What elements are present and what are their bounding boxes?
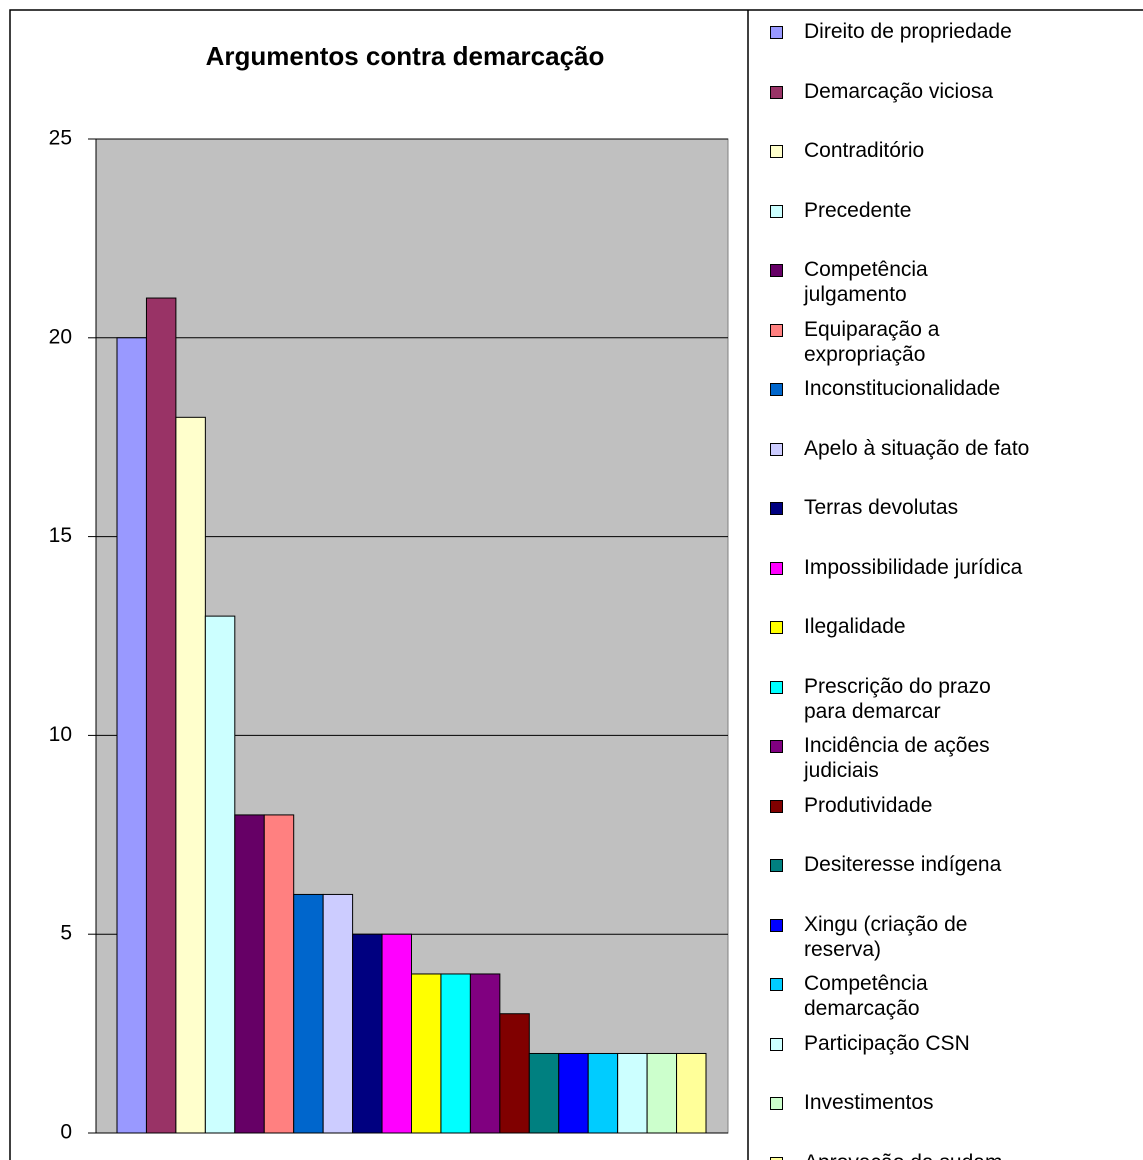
bar: [499, 1013, 530, 1134]
legend-swatch: [770, 561, 783, 575]
bar: [558, 1052, 589, 1134]
legend-label: Precedente: [804, 198, 912, 222]
y-tick-label: 5: [60, 922, 72, 945]
legend-swatch: [770, 918, 783, 932]
bar: [204, 615, 236, 1134]
legend-label: Apelo à situação de fato: [804, 436, 1030, 460]
bar: [587, 1052, 619, 1134]
legend-swatch: [770, 978, 783, 991]
legend-swatch: [770, 383, 783, 396]
legend-label: Xingu (criação de reserva): [804, 912, 968, 961]
legend-swatch: [770, 442, 783, 456]
legend-swatch: [770, 740, 783, 753]
legend-label: Impossibilidade jurídica: [804, 555, 1023, 579]
bar: [352, 933, 383, 1134]
y-tick-label: 0: [60, 1121, 72, 1144]
legend-label: Demarcação viciosa: [804, 79, 994, 103]
legend-swatch: [770, 1037, 783, 1051]
y-tick-label: 10: [49, 723, 72, 746]
legend-swatch: [770, 204, 783, 218]
bar: [440, 973, 471, 1134]
legend-swatch: [770, 1097, 783, 1110]
bar: [617, 1052, 648, 1134]
legend-label: Incidência de ações judiciais: [804, 734, 990, 782]
legend-label: Aprovação da sudam: [804, 1150, 1143, 1160]
legend-label: Produtividade: [804, 793, 933, 817]
bar: [676, 1052, 707, 1134]
legend-swatch: [770, 502, 783, 515]
legend-label: Prescrição do prazo para demarcar: [804, 674, 991, 723]
legend-swatch: [770, 264, 783, 277]
bar: [116, 337, 147, 1134]
legend-label: Investimentos: [804, 1091, 934, 1114]
bar: [528, 1052, 560, 1134]
legend-swatch: [770, 680, 783, 694]
legend-label: Competência julgamento: [804, 258, 928, 306]
bar: [175, 416, 206, 1134]
legend-swatch: [770, 26, 783, 39]
legend-label: Ilegalidade: [804, 615, 906, 638]
bar: [234, 814, 265, 1134]
legend-swatch: [770, 323, 783, 337]
legend-swatch: [770, 85, 783, 99]
legend-label: Competência demarcação: [804, 972, 928, 1020]
legend-label: Contraditório: [804, 139, 925, 162]
legend-label: Inconstitucionalidade: [804, 377, 1001, 400]
bar: [381, 933, 412, 1134]
y-tick-label: 15: [49, 524, 72, 547]
legend-label: Equiparação a expropriação: [804, 317, 940, 366]
bar: [411, 973, 442, 1134]
bar: [145, 297, 177, 1134]
bar: [322, 893, 354, 1134]
legend-label: Participação CSN: [804, 1031, 970, 1055]
bar: [293, 893, 324, 1134]
chart-title: Argumentos contra demarcação: [206, 41, 605, 71]
y-tick-label: 25: [49, 127, 72, 150]
legend-swatch: [770, 1156, 783, 1160]
legend-label: Desiteresse indígena: [804, 853, 1002, 876]
bar: [469, 973, 501, 1134]
legend-swatch: [770, 621, 783, 634]
y-tick-label: 20: [49, 325, 72, 348]
legend-swatch: [770, 145, 783, 158]
legend-label: Terras devolutas: [804, 496, 959, 519]
bar: [646, 1052, 678, 1134]
bar: [263, 814, 295, 1134]
legend-swatch: [770, 859, 783, 872]
legend-swatch: [770, 799, 783, 813]
legend-label: Direito de propriedade: [804, 20, 1012, 43]
